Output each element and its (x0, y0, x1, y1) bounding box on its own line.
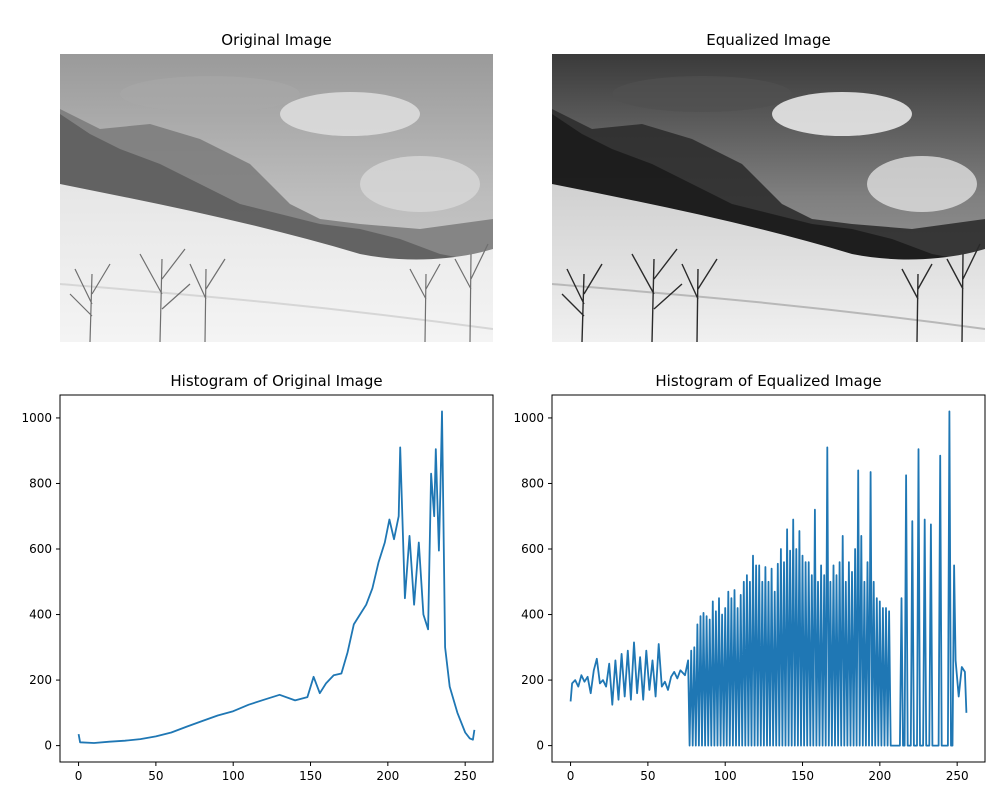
y-tick-label: 200 (521, 673, 544, 687)
x-tick-label: 150 (791, 769, 814, 783)
x-tick-label: 100 (222, 769, 245, 783)
y-tick-label: 1000 (513, 411, 544, 425)
histogram-line (569, 410, 968, 747)
y-tick-label: 600 (521, 542, 544, 556)
histogram-original-chart: Histogram of Original Image 0 50 100 150 200 2… (21, 372, 494, 783)
x-tick-label: 150 (299, 769, 322, 783)
x-tick-label: 50 (640, 769, 655, 783)
chart-title: Histogram of Original Image (170, 372, 382, 390)
plot-frame (59, 394, 494, 763)
y-tick-label: 0 (44, 739, 52, 753)
chart-title: Histogram of Equalized Image (655, 372, 881, 390)
x-tick-label: 0 (567, 769, 575, 783)
histogram-line (77, 410, 476, 744)
plot-frame (551, 394, 986, 763)
equalized-image (552, 54, 985, 342)
y-tick-label: 0 (536, 739, 544, 753)
x-tick-label: 100 (714, 769, 737, 783)
x-tick-label: 250 (946, 769, 969, 783)
original-image-title: Original Image (221, 31, 332, 49)
x-tick-label: 50 (148, 769, 163, 783)
y-tick-label: 200 (29, 673, 52, 687)
y-tick-label: 800 (521, 476, 544, 490)
y-tick-label: 1000 (21, 411, 52, 425)
y-tick-label: 600 (29, 542, 52, 556)
x-tick-label: 200 (868, 769, 891, 783)
x-tick-label: 200 (376, 769, 399, 783)
equalized-image-title: Equalized Image (706, 31, 831, 49)
original-image (60, 54, 493, 342)
histogram-equalized-chart: Histogram of Equalized Image 0 50 100 150 200… (513, 372, 986, 783)
y-tick-label: 400 (29, 608, 52, 622)
y-tick-label: 800 (29, 476, 52, 490)
y-tick-label: 400 (521, 608, 544, 622)
x-tick-label: 0 (75, 769, 83, 783)
x-tick-label: 250 (454, 769, 477, 783)
